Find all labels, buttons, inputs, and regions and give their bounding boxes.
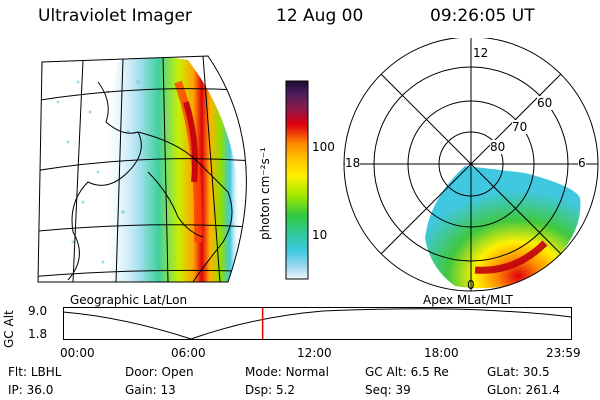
mlt-label-0: 0 [467,278,475,292]
mlat-label-60: 60 [537,96,553,110]
apex-label: Apex MLat/MLT [423,293,513,307]
altitude-ytick-high: 9.0 [28,304,48,318]
status-flt: Flt: LBHL [8,365,62,379]
status-mode: Mode: Normal [245,365,329,379]
status-gc-alt: GC Alt: 6.5 Re [365,365,449,379]
time-label: 09:26:05 UT [430,6,535,26]
status-glon: GLon: 261.4 [487,383,560,397]
mlat-label-80: 80 [490,140,506,154]
time-tick-3: 18:00 [424,346,459,360]
instrument-title: Ultraviolet Imager [38,6,192,26]
mlt-label-6: 6 [578,156,586,170]
altitude-ylabel: GC Alt [2,310,16,348]
status-seq: Seq: 39 [365,383,411,397]
altitude-plot [63,307,572,340]
altitude-ytick-low: 1.8 [28,327,48,341]
geographic-label: Geographic Lat/Lon [70,293,188,307]
mlt-label-18: 18 [345,156,361,170]
mlat-label-70: 70 [512,120,528,134]
status-door: Door: Open [125,365,194,379]
polar-map [343,38,599,292]
geographic-map [37,55,247,283]
mlt-label-12: 12 [473,46,489,60]
time-tick-0: 00:00 [60,346,95,360]
status-ip: IP: 36.0 [8,383,54,397]
date-label: 12 Aug 00 [276,6,364,26]
colorbar-unit-label: photon cm⁻²s⁻¹ [258,147,272,240]
colorbar [285,80,309,280]
colorbar-tick-10: 10 [312,228,328,242]
time-tick-2: 12:00 [297,346,332,360]
status-gain: Gain: 13 [125,383,176,397]
status-dsp: Dsp: 5.2 [245,383,296,397]
time-tick-1: 06:00 [171,346,206,360]
time-tick-4: 23:59 [546,346,581,360]
status-glat: GLat: 30.5 [487,365,550,379]
colorbar-tick-100: 100 [312,140,335,154]
